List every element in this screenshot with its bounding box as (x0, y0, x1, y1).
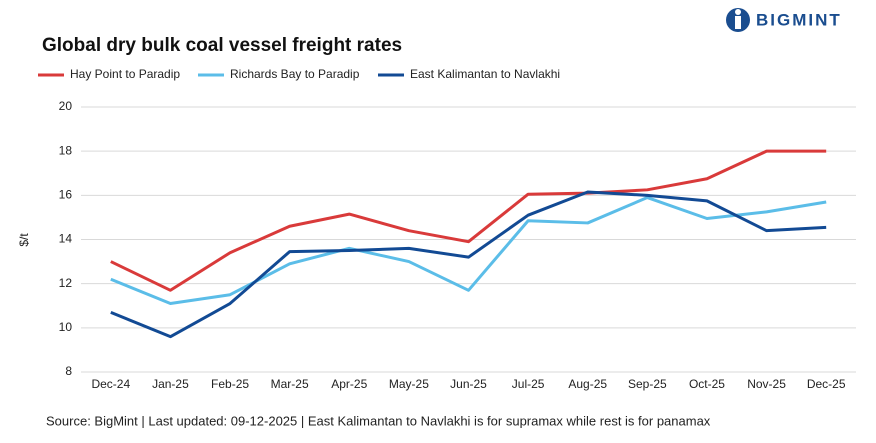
y-tick-label: 16 (59, 188, 73, 202)
logo: BIGMINT (726, 8, 842, 32)
y-tick-label: 12 (59, 276, 73, 290)
x-tick-label: Sep-25 (628, 377, 667, 391)
x-tick-label: Oct-25 (689, 377, 725, 391)
y-tick-label: 20 (59, 99, 73, 113)
x-tick-label: Mar-25 (271, 377, 309, 391)
series-line (110, 149, 827, 292)
y-tick-label: 10 (59, 320, 73, 334)
x-tick-label: May-25 (389, 377, 429, 391)
x-tick-label: Feb-25 (211, 377, 249, 391)
chart-title: Global dry bulk coal vessel freight rate… (42, 35, 402, 56)
series-line (110, 190, 827, 339)
legend-label: Richards Bay to Paradip (230, 67, 360, 81)
y-tick-label: 14 (59, 232, 73, 246)
y-axis-label: $/t (17, 233, 31, 247)
x-tick-label: Jun-25 (450, 377, 487, 391)
x-tick-label: Dec-25 (807, 377, 846, 391)
y-tick-label: 18 (59, 143, 73, 157)
source-note: Source: BigMint | Last updated: 09-12-20… (46, 413, 711, 428)
series-line (110, 196, 827, 306)
x-tick-label: Aug-25 (568, 377, 607, 391)
x-tick-label: Jul-25 (512, 377, 545, 391)
x-tick-label: Apr-25 (331, 377, 367, 391)
legend-label: East Kalimantan to Navlakhi (410, 67, 560, 81)
x-tick-label: Jan-25 (152, 377, 189, 391)
legend-label: Hay Point to Paradip (70, 67, 180, 81)
y-tick-label: 8 (65, 364, 72, 378)
brand: BIGMINT (756, 10, 842, 29)
x-tick-label: Dec-24 (91, 377, 130, 391)
x-tick-label: Nov-25 (747, 377, 786, 391)
